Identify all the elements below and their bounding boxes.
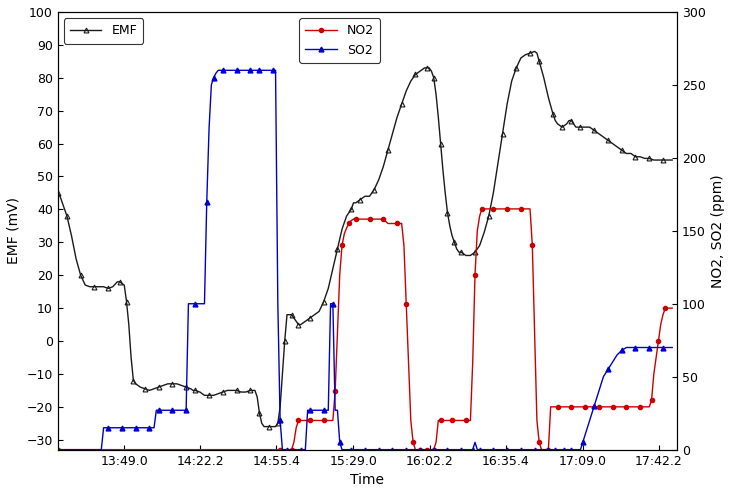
SO2 (548, 447, 557, 453)
EMF (530, 48, 539, 54)
SO2 (489, 447, 498, 453)
NO2 (668, 305, 676, 311)
NO2 (432, 439, 441, 445)
EMF (668, 157, 676, 163)
EMF (539, 75, 548, 81)
NO2 (477, 206, 486, 212)
X-axis label: Time: Time (350, 473, 384, 487)
Y-axis label: EMF (mV): EMF (mV) (7, 197, 21, 264)
SO2 (402, 447, 411, 453)
NO2 (351, 216, 360, 222)
Legend: NO2, SO2: NO2, SO2 (299, 18, 380, 63)
Line: EMF: EMF (56, 49, 675, 429)
SO2 (214, 67, 223, 73)
NO2 (53, 447, 62, 453)
EMF (53, 190, 62, 196)
SO2 (668, 344, 676, 350)
EMF (260, 424, 269, 430)
EMF (258, 420, 266, 426)
SO2 (544, 447, 553, 453)
NO2 (370, 216, 378, 222)
NO2 (340, 231, 348, 237)
EMF (544, 94, 553, 100)
Line: NO2: NO2 (56, 207, 674, 452)
Line: SO2: SO2 (56, 68, 675, 452)
EMF (448, 233, 457, 239)
Y-axis label: NO2, SO2 (ppm): NO2, SO2 (ppm) (711, 174, 725, 288)
SO2 (250, 67, 259, 73)
SO2 (53, 447, 62, 453)
EMF (264, 424, 273, 430)
SO2 (276, 417, 285, 423)
NO2 (649, 371, 658, 377)
EMF (113, 279, 122, 285)
NO2 (345, 220, 354, 226)
